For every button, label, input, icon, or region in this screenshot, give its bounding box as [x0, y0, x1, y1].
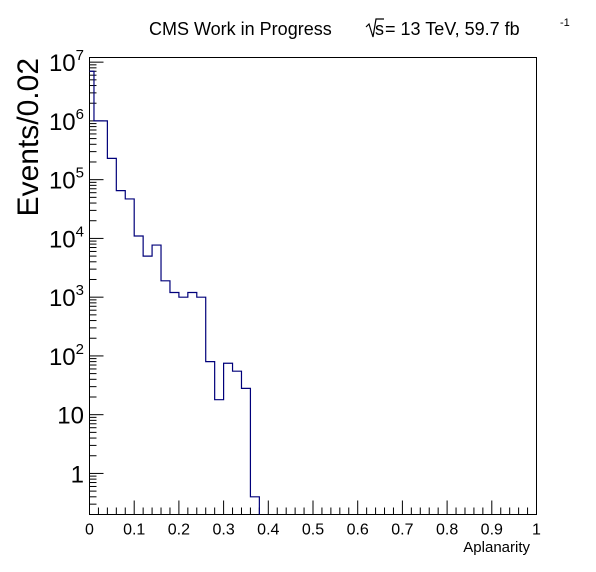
- y-tick-label: 1: [71, 461, 84, 488]
- sqrt-icon: [365, 18, 384, 38]
- y-tick-label: 10: [57, 403, 84, 430]
- lumi-exponent: -1: [560, 17, 570, 29]
- y-axis-label: Events/0.02: [12, 58, 45, 216]
- x-axis-ticks: [89, 500, 537, 515]
- x-tick-label: 0.5: [302, 522, 324, 539]
- x-tick-label: 1: [532, 522, 541, 539]
- energy-symbol: s: [375, 19, 384, 39]
- x-tick-label: 0: [85, 522, 94, 539]
- x-tick-label: 0.2: [168, 522, 190, 539]
- x-axis-tick-labels: 0 0.1 0.2 0.3 0.4 0.5 0.6 0.7 0.8 0.9 1: [85, 522, 541, 539]
- x-tick-label: 0.9: [481, 522, 503, 539]
- x-tick-label: 0.6: [347, 522, 369, 539]
- x-tick-label: 0.4: [257, 522, 279, 539]
- y-axis-tick-labels: 1 10 102 103 104 105 106 107: [49, 47, 84, 488]
- x-tick-label: 0.7: [391, 522, 413, 539]
- y-tick-label: 107: [49, 47, 84, 77]
- energy-and-lumi: = 13 TeV, 59.7 fb: [385, 19, 520, 39]
- x-tick-label: 0.3: [212, 522, 234, 539]
- x-tick-label: 0.1: [123, 522, 145, 539]
- y-tick-label: 105: [49, 165, 84, 195]
- histogram-line: [89, 70, 260, 515]
- y-tick-label: 106: [49, 106, 84, 136]
- y-tick-label: 102: [49, 341, 84, 371]
- y-tick-label: 103: [49, 282, 84, 312]
- title-block: CMS Work in Progress s = 13 TeV, 59.7 fb…: [149, 17, 570, 39]
- y-tick-label: 104: [49, 223, 84, 253]
- x-tick-label: 0.8: [436, 522, 458, 539]
- x-axis-label: Aplanarity: [463, 539, 530, 556]
- chart-title: CMS Work in Progress: [149, 19, 332, 39]
